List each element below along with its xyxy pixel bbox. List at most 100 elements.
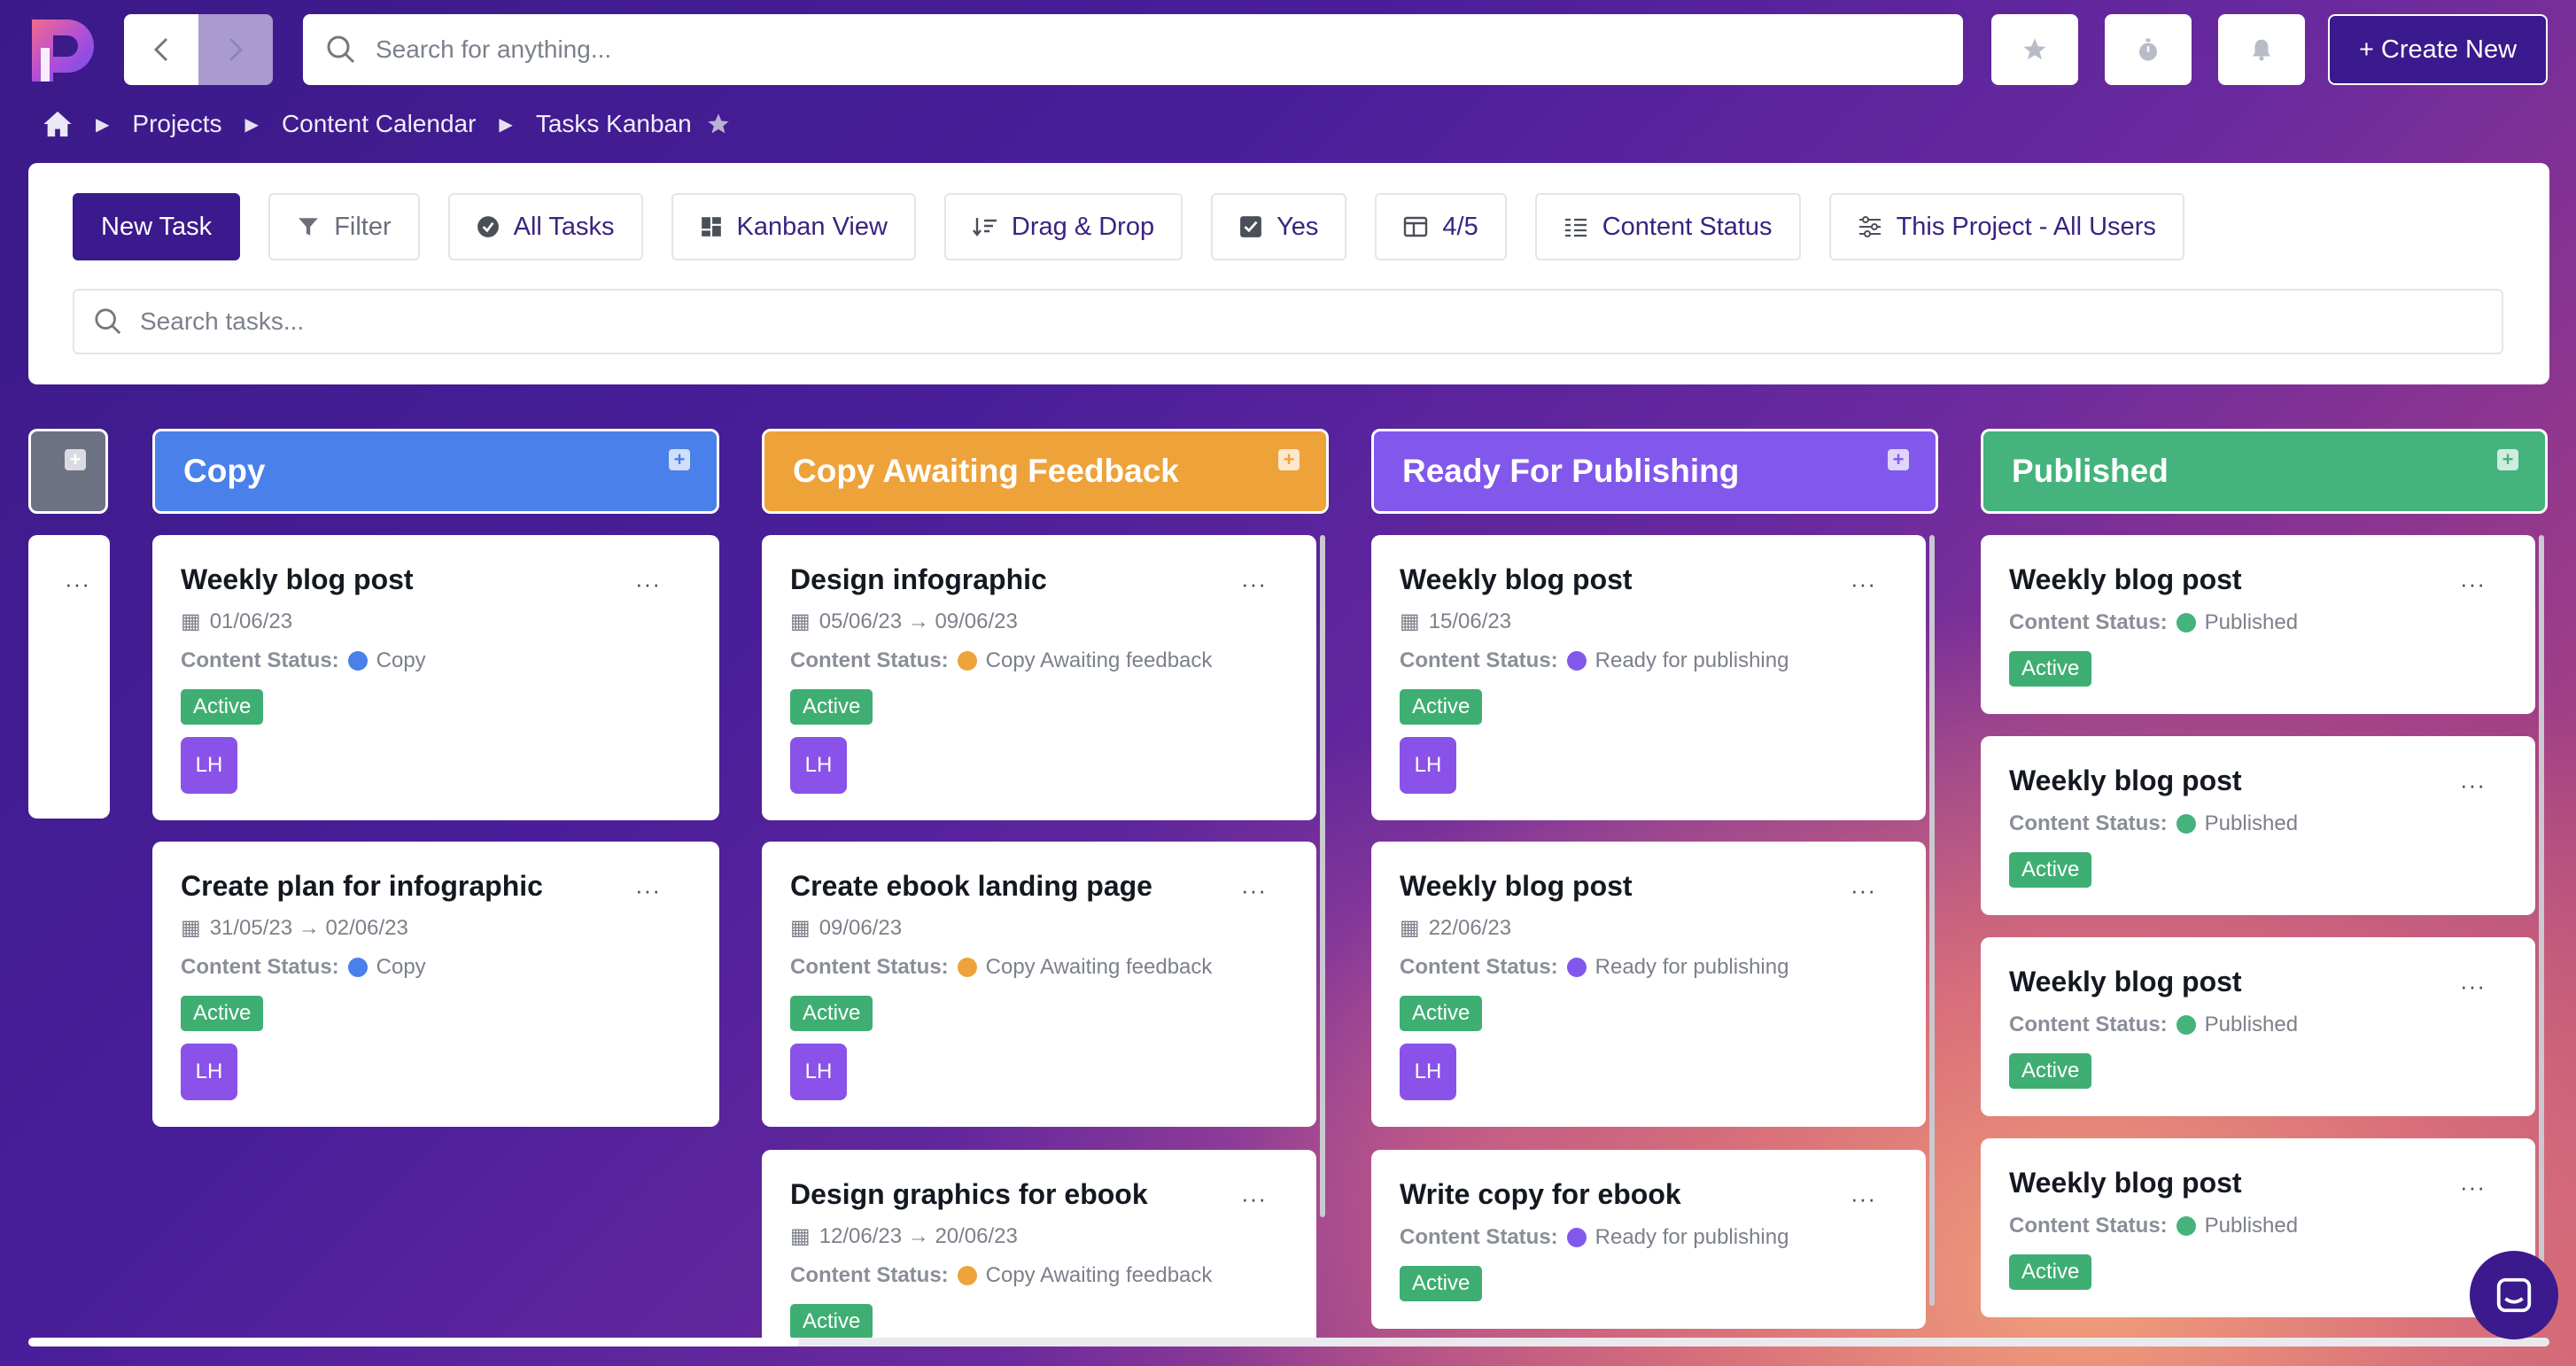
chat-icon	[2496, 1277, 2532, 1313]
star-icon[interactable]	[706, 112, 731, 136]
column-header-copy-awaiting-feedback: Copy Awaiting Feedback +	[762, 429, 1329, 514]
task-card[interactable]: Create plan for infographic ··· ▦ 31/05/2…	[152, 842, 719, 1127]
card-status: Content Status: Ready for publishing	[1400, 648, 1789, 672]
scope-button[interactable]: This Project - All Users	[1828, 193, 2184, 260]
more-icon[interactable]: ···	[1851, 1185, 1876, 1212]
create-new-button[interactable]: + Create New	[2328, 14, 2548, 85]
task-search-input[interactable]	[140, 307, 2443, 336]
avatar[interactable]: LH	[790, 737, 847, 794]
task-card-partial[interactable]: ···	[28, 535, 110, 819]
calendar-icon: ▦	[790, 1224, 811, 1248]
more-icon[interactable]: ···	[2460, 973, 2486, 999]
more-icon[interactable]: ···	[1851, 877, 1876, 904]
task-card[interactable]: Weekly blog post ··· ▦ 01/06/23 Content S…	[152, 535, 719, 820]
avatar[interactable]: LH	[790, 1044, 847, 1100]
card-title: Create plan for infographic	[181, 870, 543, 902]
task-card[interactable]: Weekly blog post ··· ▦ 15/06/23 Content S…	[1371, 535, 1926, 820]
add-card-button[interactable]: +	[669, 449, 690, 470]
new-task-button[interactable]: New Task	[73, 193, 241, 260]
favorites-button[interactable]	[1991, 14, 2078, 85]
more-icon[interactable]: ···	[1241, 570, 1267, 597]
calendar-icon: ▦	[790, 916, 811, 940]
bell-icon	[2253, 39, 2270, 61]
breadcrumb: ▶ Projects ▶ Content Calendar ▶ Tasks Ka…	[43, 105, 731, 144]
avatar[interactable]: LH	[1400, 1044, 1456, 1100]
kanban-view-button[interactable]: Kanban View	[671, 193, 916, 260]
stopwatch-icon	[2139, 38, 2157, 61]
content-status-label: Content Status	[1602, 212, 1773, 241]
columns-button[interactable]: 4/5	[1375, 193, 1507, 260]
more-icon[interactable]: ···	[2460, 1174, 2486, 1200]
drag-drop-button[interactable]: Drag & Drop	[943, 193, 1183, 260]
status-badge: Active	[1400, 689, 1483, 725]
columns-label: 4/5	[1442, 212, 1478, 241]
more-icon[interactable]: ···	[635, 877, 661, 904]
task-card[interactable]: Weekly blog post ··· ▦ 22/06/23 Content S…	[1371, 842, 1926, 1127]
card-title: Weekly blog post	[181, 563, 414, 595]
add-card-button[interactable]: +	[1888, 449, 1909, 470]
card-title: Weekly blog post	[2009, 966, 2242, 997]
status-dot	[957, 1266, 977, 1285]
column-scrollbar[interactable]	[1320, 535, 1325, 1217]
breadcrumb-projects[interactable]: Projects	[132, 110, 222, 137]
add-card-button[interactable]: +	[65, 449, 86, 470]
star-icon	[2023, 38, 2046, 60]
more-icon[interactable]: ···	[1851, 570, 1876, 597]
status-dot	[347, 651, 368, 671]
task-card[interactable]: Design infographic ··· ▦ 05/06/23 → 09/06…	[762, 535, 1316, 820]
chevron-right-icon	[229, 37, 244, 62]
task-card[interactable]: Create ebook landing page ··· ▦ 09/06/23 …	[762, 842, 1316, 1127]
forward-button[interactable]	[198, 14, 273, 85]
home-icon[interactable]	[43, 110, 73, 138]
more-icon[interactable]: ···	[1241, 1185, 1267, 1212]
column-scrollbar[interactable]	[1929, 535, 1935, 1306]
more-icon[interactable]: ···	[65, 570, 90, 597]
chat-launcher-button[interactable]	[2470, 1251, 2558, 1339]
global-search-input[interactable]	[376, 35, 1882, 64]
notifications-button[interactable]	[2218, 14, 2305, 85]
breadcrumb-tasks-kanban[interactable]: Tasks Kanban	[535, 110, 692, 137]
status-badge: Active	[790, 689, 873, 725]
task-card[interactable]: Weekly blog post ··· Content Status: Publ…	[1981, 937, 2535, 1116]
status-badge: Active	[790, 996, 873, 1031]
status-dot	[347, 958, 368, 977]
card-status: Content Status: Copy Awaiting feedback	[790, 1263, 1213, 1287]
app-logo[interactable]	[28, 16, 97, 85]
avatar[interactable]: LH	[181, 737, 237, 794]
toolbar: New Task Filter All Tasks Kanban View Dr…	[73, 193, 2184, 260]
yes-toggle-button[interactable]: Yes	[1211, 193, 1347, 260]
content-status-button[interactable]: Content Status	[1534, 193, 1801, 260]
timer-button[interactable]	[2105, 14, 2192, 85]
task-card[interactable]: Weekly blog post ··· Content Status: Publ…	[1981, 736, 2535, 915]
more-icon[interactable]: ···	[2460, 772, 2486, 798]
history-nav	[124, 14, 273, 85]
chevron-right-icon: ▶	[499, 114, 513, 135]
avatar[interactable]: LH	[1400, 737, 1456, 794]
scrollbar-thumb[interactable]	[28, 1338, 799, 1347]
more-icon[interactable]: ···	[1241, 877, 1267, 904]
board-horizontal-scrollbar[interactable]	[28, 1338, 2549, 1347]
status-dot	[957, 958, 977, 977]
all-tasks-label: All Tasks	[513, 212, 615, 241]
more-icon[interactable]: ···	[635, 570, 661, 597]
task-card[interactable]: Weekly blog post ··· Content Status: Publ…	[1981, 1138, 2535, 1317]
task-card[interactable]: Design graphics for ebook ··· ▦ 12/06/23 …	[762, 1150, 1316, 1338]
add-card-button[interactable]: +	[2497, 449, 2518, 470]
avatar[interactable]: LH	[181, 1044, 237, 1100]
all-tasks-button[interactable]: All Tasks	[447, 193, 643, 260]
column-title: Copy	[183, 453, 266, 489]
status-badge: Active	[2009, 1053, 2092, 1089]
card-date: ▦ 01/06/23	[181, 609, 293, 634]
card-date: ▦ 12/06/23 → 20/06/23	[790, 1223, 1018, 1249]
more-icon[interactable]: ···	[2460, 570, 2486, 597]
column-scrollbar[interactable]	[2539, 535, 2544, 1323]
chevron-left-icon	[153, 37, 168, 62]
task-card[interactable]: Write copy for ebook ··· Content Status:…	[1371, 1150, 1926, 1329]
back-button[interactable]	[124, 14, 198, 85]
filter-button[interactable]: Filter	[268, 193, 420, 260]
checkbox-icon	[1240, 216, 1261, 237]
breadcrumb-content-calendar[interactable]: Content Calendar	[281, 110, 477, 137]
task-card[interactable]: Weekly blog post ··· Content Status: Publ…	[1981, 535, 2535, 714]
status-dot	[2176, 1015, 2196, 1035]
add-card-button[interactable]: +	[1278, 449, 1300, 470]
